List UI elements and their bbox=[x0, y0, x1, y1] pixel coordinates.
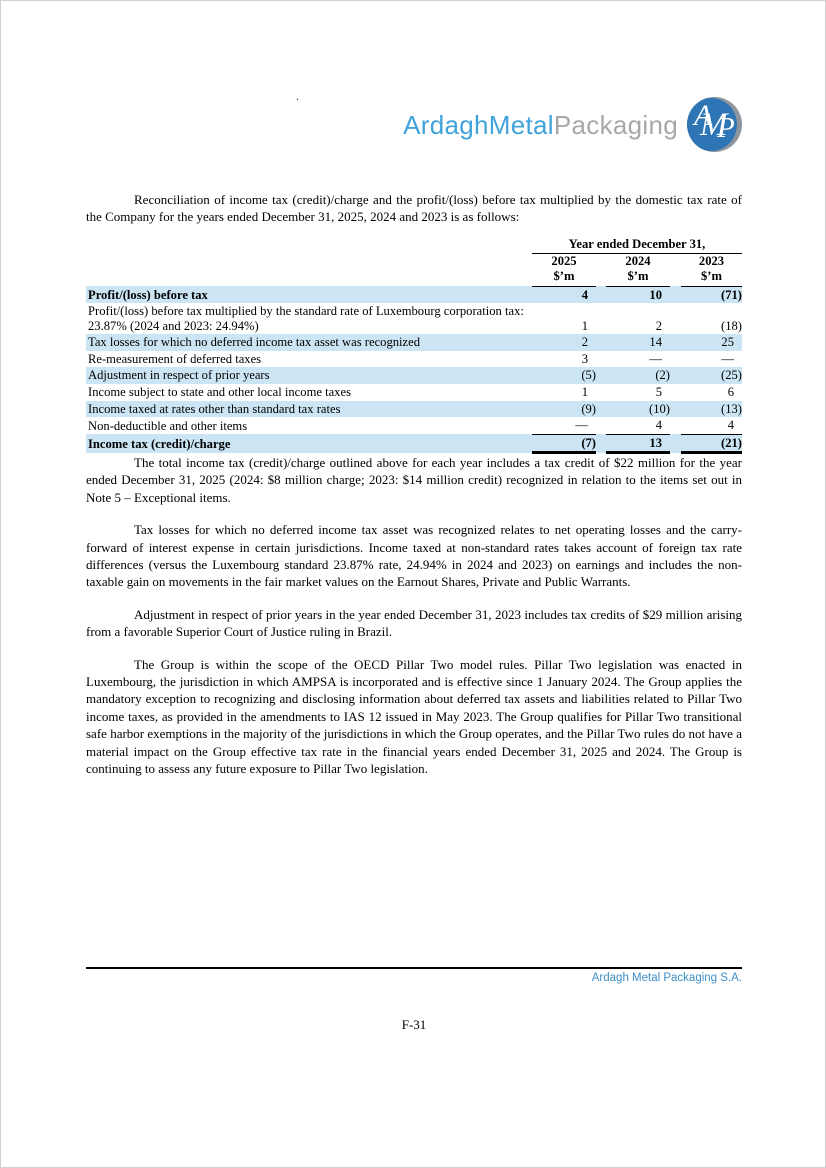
monogram-letter-a: A bbox=[694, 99, 713, 132]
unit-2023: $’m bbox=[681, 269, 742, 287]
table-row: Non-deductible and other items — 4 4 bbox=[86, 417, 742, 435]
row-label: Profit/(loss) before tax bbox=[88, 287, 208, 302]
value-2023: 25 bbox=[721, 335, 734, 350]
table-body: Profit/(loss) before tax 4 10 (71) Profi… bbox=[86, 286, 742, 455]
paragraph-exceptional-items: The total income tax (credit)/charge out… bbox=[86, 455, 742, 505]
tax-reconciliation-table: Year ended December 31, 2025 2024 2023 $… bbox=[86, 237, 742, 455]
row-label: Non-deductible and other items bbox=[88, 418, 248, 433]
paragraph-prior-years: Adjustment in respect of prior years in … bbox=[86, 606, 742, 640]
value-2025: — bbox=[532, 417, 596, 435]
value-2023: (21) bbox=[681, 434, 742, 455]
value-2023: (71) bbox=[721, 287, 742, 302]
table: Year ended December 31, 2025 2024 2023 $… bbox=[86, 237, 742, 455]
value-2023: (18) bbox=[721, 318, 742, 333]
logo-wordmark: ArdaghMetalPackaging bbox=[403, 112, 678, 138]
value-2025: (9) bbox=[581, 401, 596, 416]
value-2024: 14 bbox=[649, 335, 662, 350]
table-row: Income taxed at rates other than standar… bbox=[86, 400, 742, 418]
table-row: Re-measurement of deferred taxes 3 — — bbox=[86, 351, 742, 368]
amp-monogram-circle bbox=[687, 98, 737, 151]
value-2024: 10 bbox=[649, 287, 662, 302]
value-2024: — bbox=[649, 351, 662, 366]
monogram-letter-p: P bbox=[717, 112, 735, 144]
row-label: Tax losses for which no deferred income … bbox=[88, 335, 421, 350]
value-2023: (25) bbox=[721, 368, 742, 383]
row-label: Profit/(loss) before tax multiplied by t… bbox=[88, 304, 524, 333]
logo-wordmark-blue: ArdaghMetal bbox=[403, 109, 554, 140]
row-label: Re-measurement of deferred taxes bbox=[88, 351, 262, 366]
paragraph-pillar-two: The Group is within the scope of the OEC… bbox=[86, 656, 742, 777]
row-label: Income subject to state and other local … bbox=[88, 385, 351, 400]
value-2025: 3 bbox=[581, 351, 588, 366]
unit-2025: $’m bbox=[532, 269, 596, 287]
table-row: Adjustment in respect of prior years (5)… bbox=[86, 367, 742, 385]
year-2024: 2024 bbox=[625, 253, 651, 268]
page-number: F-31 bbox=[401, 1017, 427, 1032]
value-2025: (5) bbox=[581, 368, 596, 383]
table-row: Tax losses for which no deferred income … bbox=[86, 334, 742, 351]
company-logo: ArdaghMetalPackaging A M P bbox=[86, 97, 742, 152]
table-row-total: Income tax (credit)/charge (7) 13 (21) bbox=[86, 434, 742, 455]
value-2024: (10) bbox=[649, 401, 670, 416]
stray-mark: . bbox=[296, 89, 299, 103]
spanner-label: Year ended December 31, bbox=[532, 237, 742, 254]
value-2024: (2) bbox=[655, 368, 670, 383]
value-2024: 2 bbox=[655, 318, 662, 333]
amp-monogram-icon: A M P bbox=[687, 97, 742, 152]
table-row: Income subject to state and other local … bbox=[86, 384, 742, 401]
footer-divider bbox=[86, 967, 742, 969]
value-2023: (13) bbox=[721, 401, 742, 416]
value-2025: 4 bbox=[581, 287, 588, 302]
row-label: Income taxed at rates other than standar… bbox=[88, 401, 341, 416]
unit-2024: $’m bbox=[606, 269, 670, 287]
table-row: Profit/(loss) before tax multiplied by t… bbox=[86, 303, 742, 334]
row-label: Adjustment in respect of prior years bbox=[88, 368, 270, 383]
value-2023: 6 bbox=[727, 385, 734, 400]
monogram-letter-m: M bbox=[700, 107, 728, 143]
value-2023: 4 bbox=[681, 417, 742, 435]
value-2025: 1 bbox=[581, 385, 588, 400]
row-label: Income tax (credit)/charge bbox=[88, 437, 231, 452]
value-2025: 2 bbox=[581, 335, 588, 350]
value-2024: 4 bbox=[606, 417, 670, 435]
logo-wordmark-gray: Packaging bbox=[553, 109, 678, 140]
paragraph-tax-losses: Tax losses for which no deferred income … bbox=[86, 522, 742, 590]
spanner-spacer bbox=[86, 237, 532, 253]
spanner-row: Year ended December 31, bbox=[86, 237, 742, 254]
body-text: The total income tax (credit)/charge out… bbox=[86, 454, 742, 793]
units-row: $’m $’m $’m bbox=[86, 269, 742, 287]
value-2024: 13 bbox=[606, 434, 670, 455]
year-2025: 2025 bbox=[551, 253, 577, 268]
intro-paragraph: Reconciliation of income tax (credit)/ch… bbox=[86, 192, 742, 225]
value-2025: (7) bbox=[532, 434, 596, 455]
year-2023: 2023 bbox=[698, 253, 725, 268]
table-header: Year ended December 31, 2025 2024 2023 $… bbox=[86, 237, 742, 287]
footer-company-name: Ardagh Metal Packaging S.A. bbox=[591, 972, 742, 984]
value-2025: 1 bbox=[581, 318, 588, 333]
value-2023: — bbox=[721, 351, 734, 366]
value-2024: 5 bbox=[655, 385, 662, 400]
table-row: Profit/(loss) before tax 4 10 (71) bbox=[86, 286, 742, 304]
years-row: 2025 2024 2023 bbox=[86, 253, 742, 269]
